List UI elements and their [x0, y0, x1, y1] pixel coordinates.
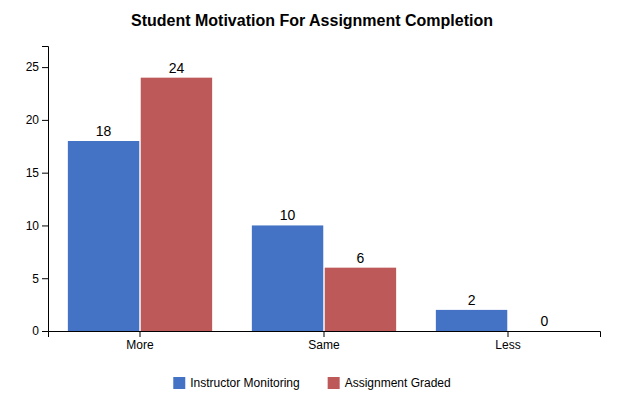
data-label: 6 [357, 250, 365, 266]
y-tick-label: 0 [32, 324, 39, 338]
x-tick: Same [308, 331, 340, 352]
bar [325, 268, 396, 331]
x-tick-mark [508, 331, 509, 337]
x-tick-label: More [126, 338, 154, 352]
bar [68, 141, 139, 331]
bar [141, 78, 212, 331]
bar [509, 331, 580, 332]
legend: Instructor Monitoring Assignment Graded [173, 376, 450, 390]
y-tick: 10 [26, 219, 48, 233]
y-tick-label: 10 [26, 219, 40, 233]
y-tick-mark [42, 67, 48, 68]
legend-swatch [173, 377, 185, 389]
y-tick-label: 25 [26, 60, 40, 74]
y-tick-label: 5 [32, 272, 39, 286]
bar [252, 225, 323, 331]
x-axis-line [49, 332, 601, 338]
x-tick: Less [495, 331, 520, 352]
y-tick-mark [42, 225, 48, 226]
x-tick: More [126, 331, 154, 352]
legend-label: Instructor Monitoring [190, 376, 299, 390]
data-label: 24 [169, 60, 185, 76]
chart: Student Motivation For Assignment Comple… [0, 0, 624, 409]
y-tick-mark [42, 120, 48, 121]
y-tick-mark [42, 173, 48, 174]
legend-item: Assignment Graded [328, 376, 451, 390]
y-axis-line [42, 47, 49, 332]
data-label: 18 [96, 123, 112, 139]
y-tick: 15 [26, 166, 48, 180]
y-tick-label: 20 [26, 113, 40, 127]
y-tick-mark [42, 278, 48, 279]
plot: 0 5 10 15 20 25 More Same Less 18 10 2 24 6 0 [26, 47, 601, 352]
x-axis: More Same Less [49, 331, 601, 352]
data-label: 0 [541, 313, 549, 329]
x-tick-mark [324, 331, 325, 337]
legend-item: Instructor Monitoring [173, 376, 299, 390]
bars [68, 78, 507, 331]
data-label: 10 [280, 207, 296, 223]
x-tick-label: Less [495, 338, 520, 352]
y-tick: 25 [26, 60, 48, 74]
y-tick: 20 [26, 113, 48, 127]
y-tick-label: 15 [26, 166, 40, 180]
data-labels: 18 10 2 24 6 0 [96, 60, 549, 329]
legend-label: Assignment Graded [345, 376, 451, 390]
x-tick-mark [140, 331, 141, 337]
x-tick-label: Same [308, 338, 340, 352]
y-axis: 0 5 10 15 20 25 [26, 47, 49, 339]
title: Student Motivation For Assignment Comple… [131, 12, 493, 29]
bar [436, 310, 507, 331]
data-label: 2 [468, 292, 476, 308]
y-tick: 0 [32, 324, 48, 338]
legend-swatch [328, 377, 340, 389]
y-tick: 5 [32, 272, 48, 286]
y-tick-mark [42, 331, 48, 332]
